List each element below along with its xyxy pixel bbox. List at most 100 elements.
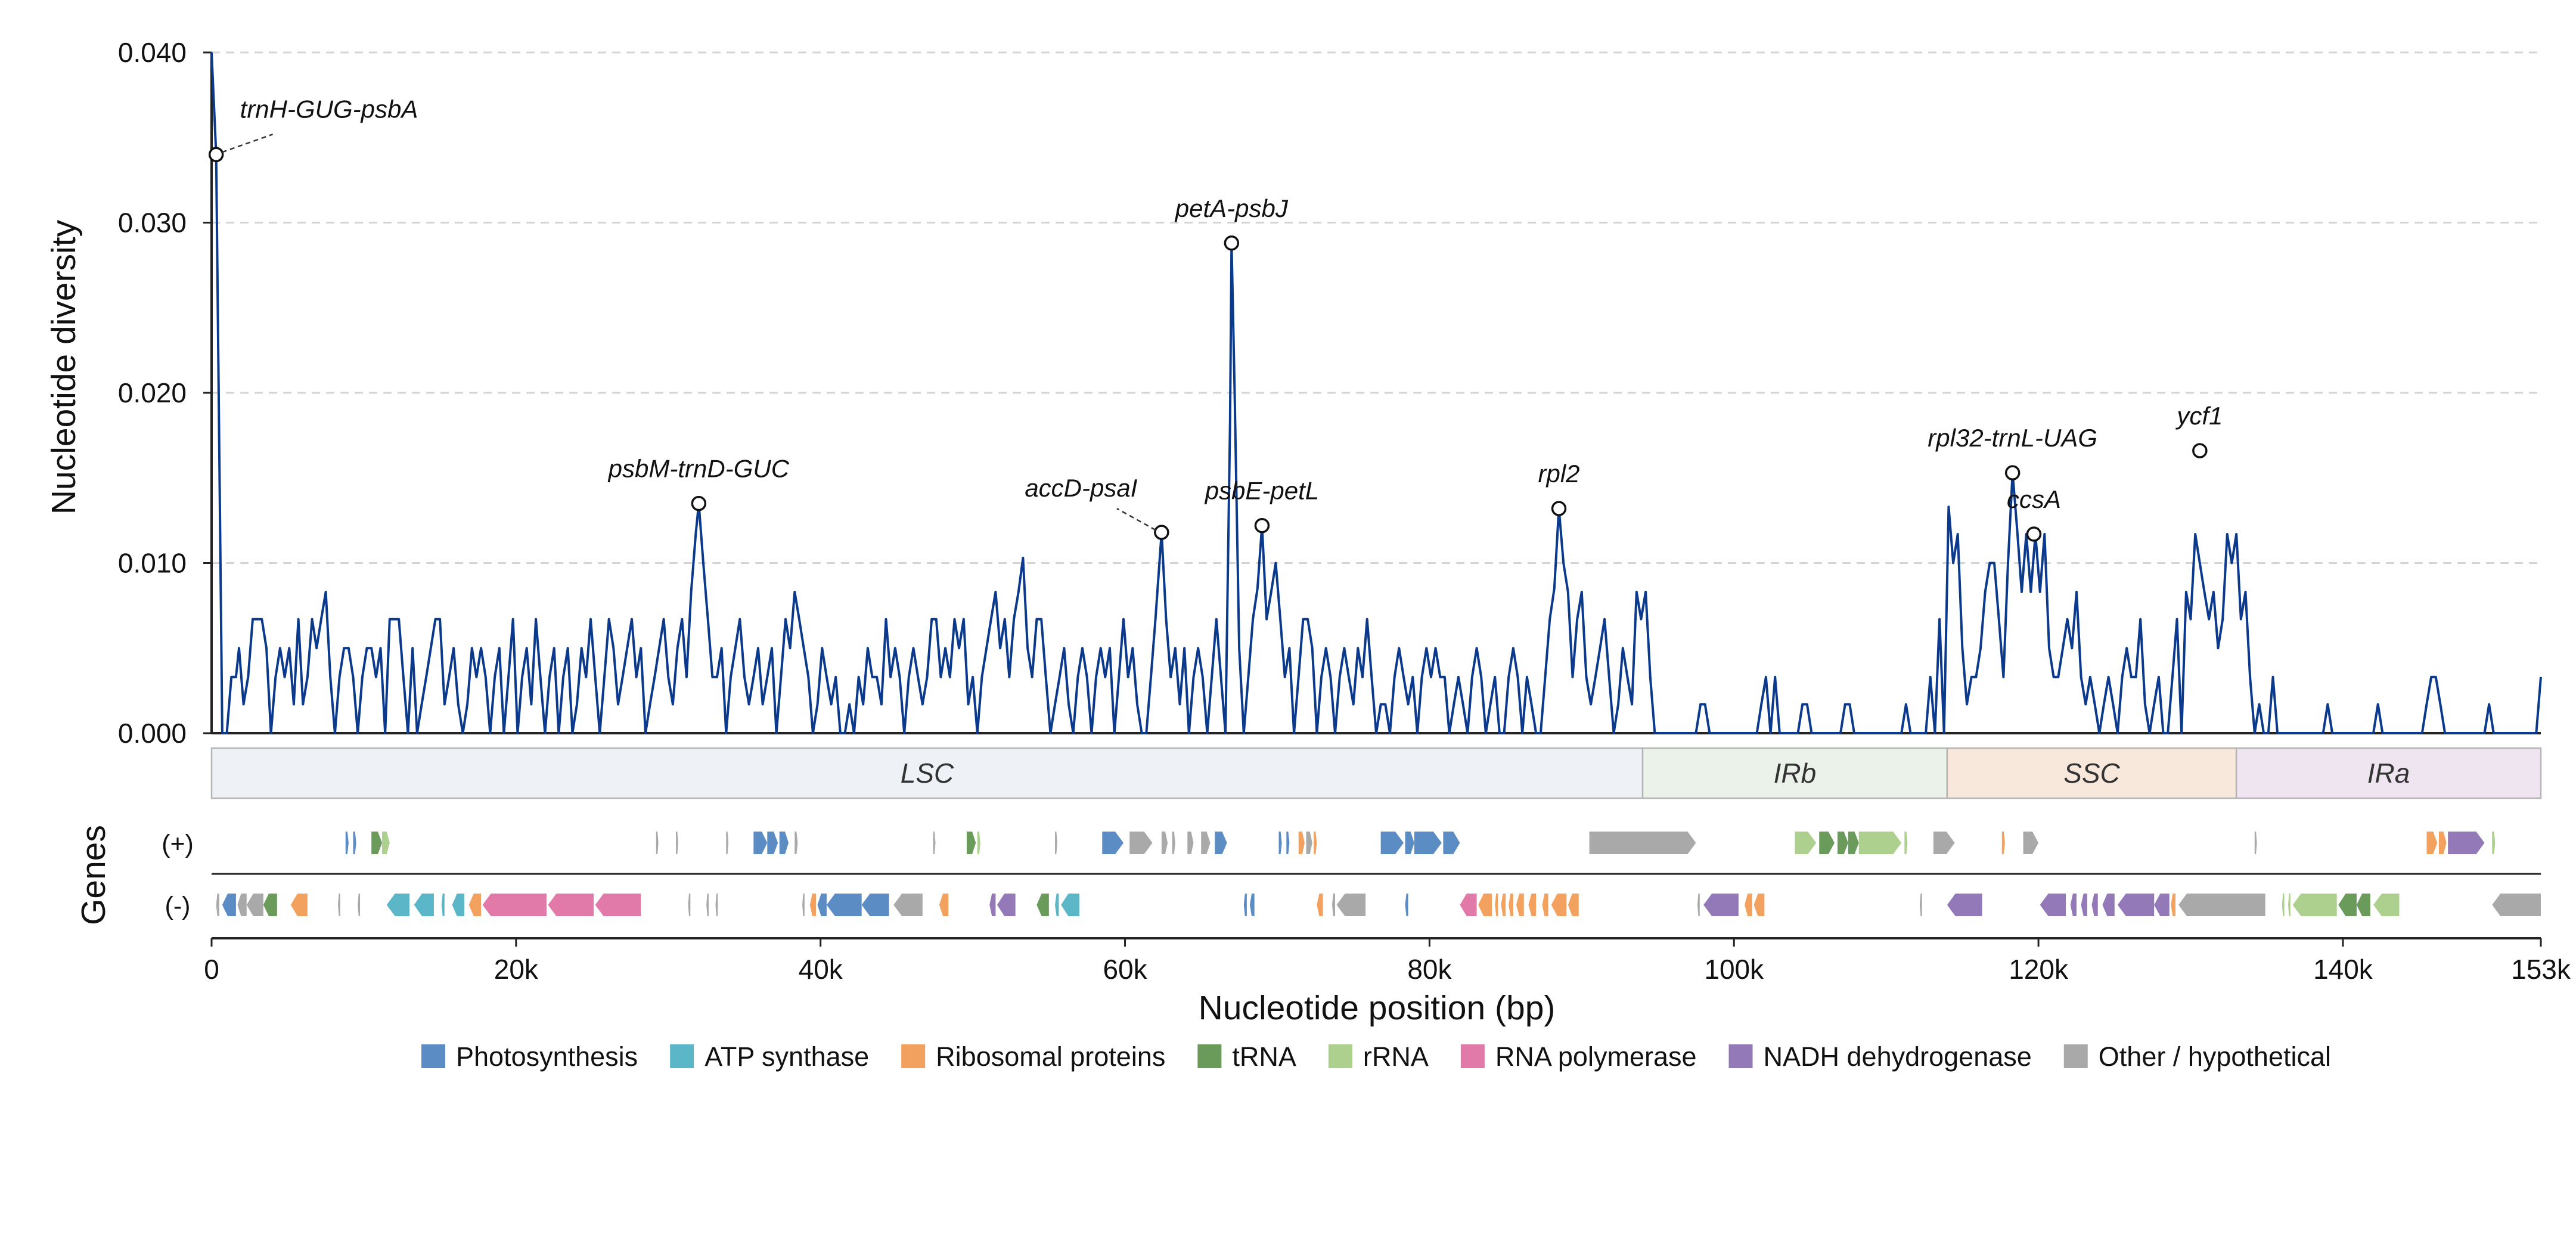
gene-feature bbox=[1336, 894, 1366, 916]
x-tick-label: 100k bbox=[1704, 954, 1764, 985]
gene-feature bbox=[1286, 832, 1290, 854]
gene-feature bbox=[1055, 832, 1057, 854]
gene-feature bbox=[1414, 832, 1442, 854]
gene-feature bbox=[237, 894, 247, 916]
legend-label: ATP synthase bbox=[704, 1041, 869, 1072]
gene-feature bbox=[263, 894, 277, 916]
gene-feature bbox=[2023, 832, 2039, 854]
legend-label: NADH dehydrogenase bbox=[1764, 1041, 2032, 1072]
gene-feature bbox=[977, 832, 980, 854]
y-axis-title: Nucleotide diversity bbox=[45, 219, 83, 514]
gene-track: (+) (-) bbox=[162, 830, 2541, 920]
gene-feature bbox=[1061, 894, 1079, 916]
gene-feature bbox=[1697, 894, 1700, 916]
gene-feature bbox=[1102, 832, 1123, 854]
gene-feature bbox=[386, 894, 410, 916]
gene-feature bbox=[2081, 894, 2087, 916]
gene-feature bbox=[997, 894, 1016, 916]
gene-feature bbox=[1848, 832, 1859, 854]
peak-marker bbox=[1224, 235, 1240, 251]
gene-feature bbox=[676, 832, 678, 854]
gene-feature bbox=[1516, 894, 1524, 916]
gene-feature bbox=[2117, 894, 2155, 916]
gene-feature bbox=[688, 894, 691, 916]
peak-leader-line bbox=[1116, 508, 1156, 531]
y-tick-label: 0.010 bbox=[118, 548, 187, 579]
gene-feature bbox=[2292, 894, 2337, 916]
strand-label: (-) bbox=[165, 892, 191, 920]
gene-feature bbox=[933, 832, 936, 854]
peak-label: psbE-petL bbox=[1204, 477, 1319, 505]
gene-feature bbox=[893, 894, 923, 916]
gene-feature bbox=[2254, 832, 2257, 854]
gene-feature bbox=[794, 832, 798, 854]
gene-feature bbox=[726, 832, 729, 854]
gene-feature bbox=[779, 832, 789, 854]
gene-feature bbox=[1904, 832, 1908, 854]
gene-feature bbox=[767, 832, 778, 854]
gene-feature bbox=[371, 832, 383, 854]
gene-feature bbox=[1947, 894, 1982, 916]
peak-label: psbM-trnD-GUC bbox=[607, 455, 790, 483]
gene-feature bbox=[809, 894, 817, 916]
legend-label: rRNA bbox=[1363, 1041, 1429, 1072]
gene-feature bbox=[826, 894, 862, 916]
gene-feature bbox=[338, 894, 340, 916]
gene-feature bbox=[1568, 894, 1579, 916]
gene-feature bbox=[1460, 894, 1477, 916]
gene-feature bbox=[1443, 832, 1460, 854]
gene-feature bbox=[1243, 894, 1247, 916]
gene-feature bbox=[1278, 832, 1282, 854]
region-label: IRb bbox=[1774, 758, 1817, 789]
gene-feature bbox=[706, 894, 709, 916]
gene-feature bbox=[1317, 894, 1323, 916]
legend-label: RNA polymerase bbox=[1495, 1041, 1697, 1072]
x-axis-ticks: 0 20k 40k 60k 80k 100k 120k 140k 153k bbox=[204, 937, 2571, 985]
genome-regions-track: LSC IRb SSC IRa bbox=[210, 747, 2542, 799]
gene-feature bbox=[1703, 894, 1739, 916]
gene-feature bbox=[358, 894, 361, 916]
region-label: SSC bbox=[2063, 758, 2120, 789]
gene-feature bbox=[2438, 832, 2447, 854]
x-tick-label: 40k bbox=[799, 954, 843, 985]
legend-swatch bbox=[670, 1044, 694, 1068]
peak-marker bbox=[1254, 517, 1270, 534]
gene-feature bbox=[1551, 894, 1567, 916]
gene-feature bbox=[1495, 894, 1498, 916]
genes-axis-title: Genes bbox=[75, 825, 113, 925]
gene-feature bbox=[1405, 894, 1408, 916]
peak-label: rpl32-trnL-UAG bbox=[1928, 424, 2097, 452]
region-box bbox=[210, 747, 1644, 799]
gene-feature bbox=[2426, 832, 2438, 854]
gene-feature bbox=[2338, 894, 2357, 916]
gene-feature bbox=[2154, 894, 2170, 916]
gene-feature bbox=[1129, 832, 1153, 854]
x-tick-label: 0 bbox=[204, 954, 219, 985]
x-tick-label: 80k bbox=[1407, 954, 1452, 985]
gene-feature bbox=[2492, 832, 2496, 854]
legend-swatch bbox=[1460, 1044, 1485, 1068]
region-box bbox=[1641, 747, 1948, 799]
gene-feature bbox=[753, 832, 768, 854]
gene-feature bbox=[2102, 894, 2115, 916]
gene-feature bbox=[345, 832, 349, 854]
gene-feature bbox=[1509, 894, 1513, 916]
gene-feature bbox=[2492, 894, 2541, 916]
gene-feature bbox=[1201, 832, 1211, 854]
x-tick-label: 20k bbox=[494, 954, 539, 985]
peak-label: ccsA bbox=[2007, 485, 2061, 513]
y-tick-label: 0.040 bbox=[118, 37, 187, 68]
gene-feature bbox=[1055, 894, 1059, 916]
gene-feature bbox=[2373, 894, 2400, 916]
gene-feature bbox=[1753, 894, 1765, 916]
gene-feature bbox=[353, 832, 356, 854]
legend: Photosynthesis ATP synthase Ribosomal prot… bbox=[421, 1041, 2331, 1072]
gene-feature bbox=[2288, 894, 2291, 916]
peak-leader-line bbox=[222, 134, 274, 153]
gene-feature bbox=[715, 894, 718, 916]
legend-swatch bbox=[2063, 1044, 2088, 1068]
gene-feature bbox=[1589, 832, 1696, 854]
peak-marker bbox=[2026, 526, 2042, 542]
gene-feature bbox=[290, 894, 308, 916]
